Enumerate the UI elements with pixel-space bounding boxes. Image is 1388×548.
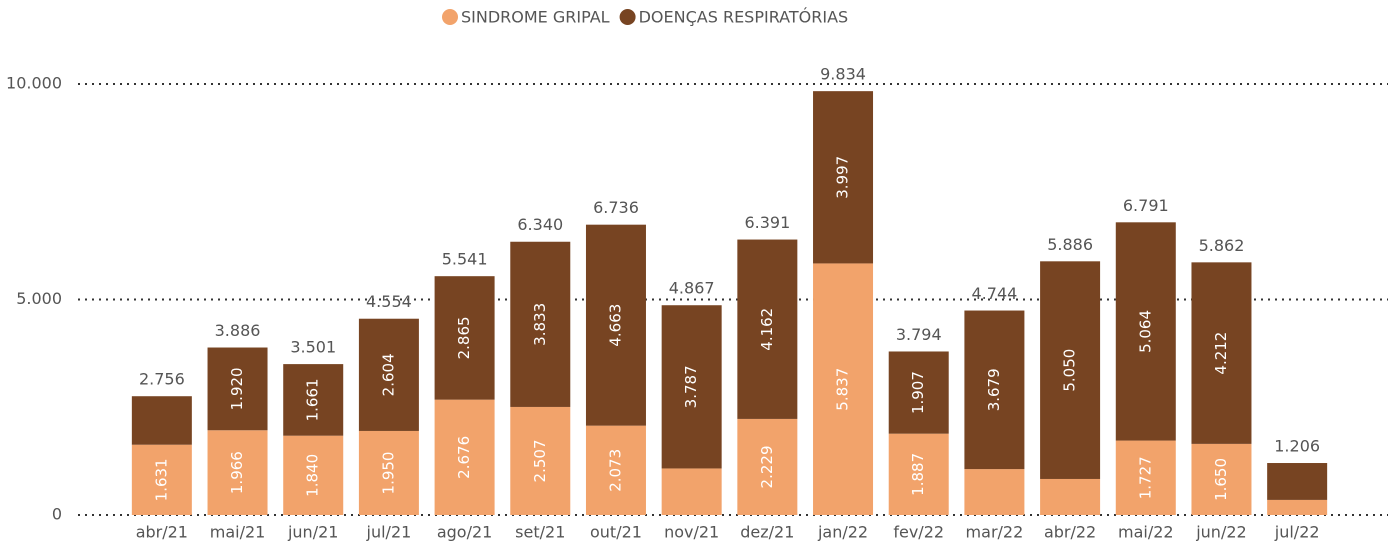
total-label: 5.541 [442, 250, 488, 269]
bar-segment [510, 406, 571, 515]
total-label: 5.862 [1199, 236, 1245, 255]
segment-label: 1.950 [379, 452, 397, 495]
x-tick-label: jun/22 [1195, 523, 1246, 542]
bar-segment [1191, 443, 1252, 515]
segment-label: 2.676 [455, 436, 473, 479]
bar-segment [661, 305, 722, 469]
y-tick-label: 5.000 [16, 289, 62, 308]
bar-segment [813, 263, 874, 515]
bar-segment [207, 347, 268, 431]
segment-label: 4.663 [606, 304, 624, 347]
x-tick-label: ago/21 [437, 523, 493, 542]
segment-label: 1.920 [228, 367, 246, 410]
x-tick-label: mai/22 [1118, 523, 1174, 542]
x-tick-label: out/21 [590, 523, 642, 542]
x-tick-label: mai/21 [210, 523, 266, 542]
segment-label: 1.907 [909, 371, 927, 414]
bar-segment [1115, 440, 1176, 515]
segment-label: 2.229 [758, 445, 776, 488]
segment-label: 3.679 [985, 368, 1003, 411]
legend-label: DOENÇAS RESPIRATÓRIAS [639, 8, 849, 27]
total-label: 3.501 [290, 338, 336, 357]
bar-segment [1040, 261, 1101, 479]
x-tick-label: mar/22 [966, 523, 1024, 542]
segment-label: 2.865 [455, 316, 473, 359]
legend-marker [442, 9, 458, 25]
segment-label: 2.604 [379, 353, 397, 396]
bar-segment [283, 364, 344, 436]
bar-segment [1115, 222, 1176, 441]
segment-label: 2.507 [531, 439, 549, 482]
segment-label: 4.162 [758, 308, 776, 351]
segment-label: 3.787 [682, 365, 700, 408]
legend-label: SINDROME GRIPAL [461, 8, 610, 27]
y-tick-label: 0 [52, 505, 62, 524]
segment-label: 1.966 [228, 451, 246, 494]
total-label: 4.744 [972, 284, 1018, 303]
total-label: 3.794 [896, 325, 942, 344]
bar-segment [1267, 499, 1328, 515]
bar-segment [207, 430, 268, 515]
total-label: 5.886 [1047, 235, 1093, 254]
bar-segment [1191, 262, 1252, 444]
bar-segment [1267, 463, 1328, 500]
bar-segment [131, 444, 192, 515]
segment-label: 2.073 [606, 449, 624, 492]
segment-label: 1.727 [1136, 456, 1154, 499]
y-tick-label: 10.000 [6, 74, 62, 93]
segment-label: 1.887 [909, 453, 927, 496]
bar-segment [510, 241, 571, 407]
bar-segment [888, 433, 949, 515]
x-tick-label: nov/21 [664, 523, 719, 542]
segment-label: 5.837 [834, 368, 852, 411]
x-tick-label: abr/22 [1044, 523, 1096, 542]
x-tick-label: jul/22 [1274, 523, 1320, 542]
segment-label: 5.064 [1136, 310, 1154, 353]
bar-segment [737, 239, 798, 419]
legend-marker [619, 9, 636, 25]
bar-segment [585, 425, 646, 515]
x-tick-label: fev/22 [893, 523, 944, 542]
total-label: 2.756 [139, 370, 185, 389]
segment-label: 1.840 [304, 454, 322, 497]
bar-segment [964, 310, 1025, 470]
segment-label: 4.212 [1212, 332, 1230, 375]
bar-segment [813, 91, 874, 264]
bar-segment [283, 435, 344, 515]
total-label: 6.391 [744, 213, 790, 232]
x-tick-label: jan/22 [817, 523, 868, 542]
x-tick-label: set/21 [515, 523, 565, 542]
bar-segment [585, 224, 646, 426]
bar-segment [661, 468, 722, 515]
total-label: 6.736 [593, 198, 639, 217]
bar-segment [131, 396, 192, 445]
total-label: 4.554 [366, 292, 412, 311]
bar-segment [434, 399, 495, 515]
total-label: 6.340 [517, 215, 563, 234]
segment-label: 1.661 [304, 378, 322, 421]
total-label: 3.886 [215, 321, 261, 340]
x-tick-label: abr/21 [136, 523, 188, 542]
total-label: 1.206 [1274, 437, 1320, 456]
bar-segment [358, 318, 419, 431]
segment-label: 3.997 [834, 156, 852, 199]
total-label: 9.834 [820, 65, 866, 84]
segment-label: 3.833 [531, 303, 549, 346]
bar-segment [964, 469, 1025, 515]
total-label: 4.867 [669, 279, 715, 298]
bar-segment [737, 418, 798, 515]
x-tick-label: jul/21 [366, 523, 412, 542]
segment-label: 5.050 [1061, 349, 1079, 392]
bar-segment [1040, 478, 1101, 515]
total-label: 6.791 [1123, 196, 1169, 215]
bar-segment [888, 351, 949, 434]
bar-segment [358, 430, 419, 515]
bar-segment [434, 276, 495, 400]
x-tick-label: jun/21 [287, 523, 338, 542]
segment-label: 1.650 [1212, 458, 1230, 501]
x-tick-label: dez/21 [740, 523, 794, 542]
segment-label: 1.631 [152, 458, 170, 501]
